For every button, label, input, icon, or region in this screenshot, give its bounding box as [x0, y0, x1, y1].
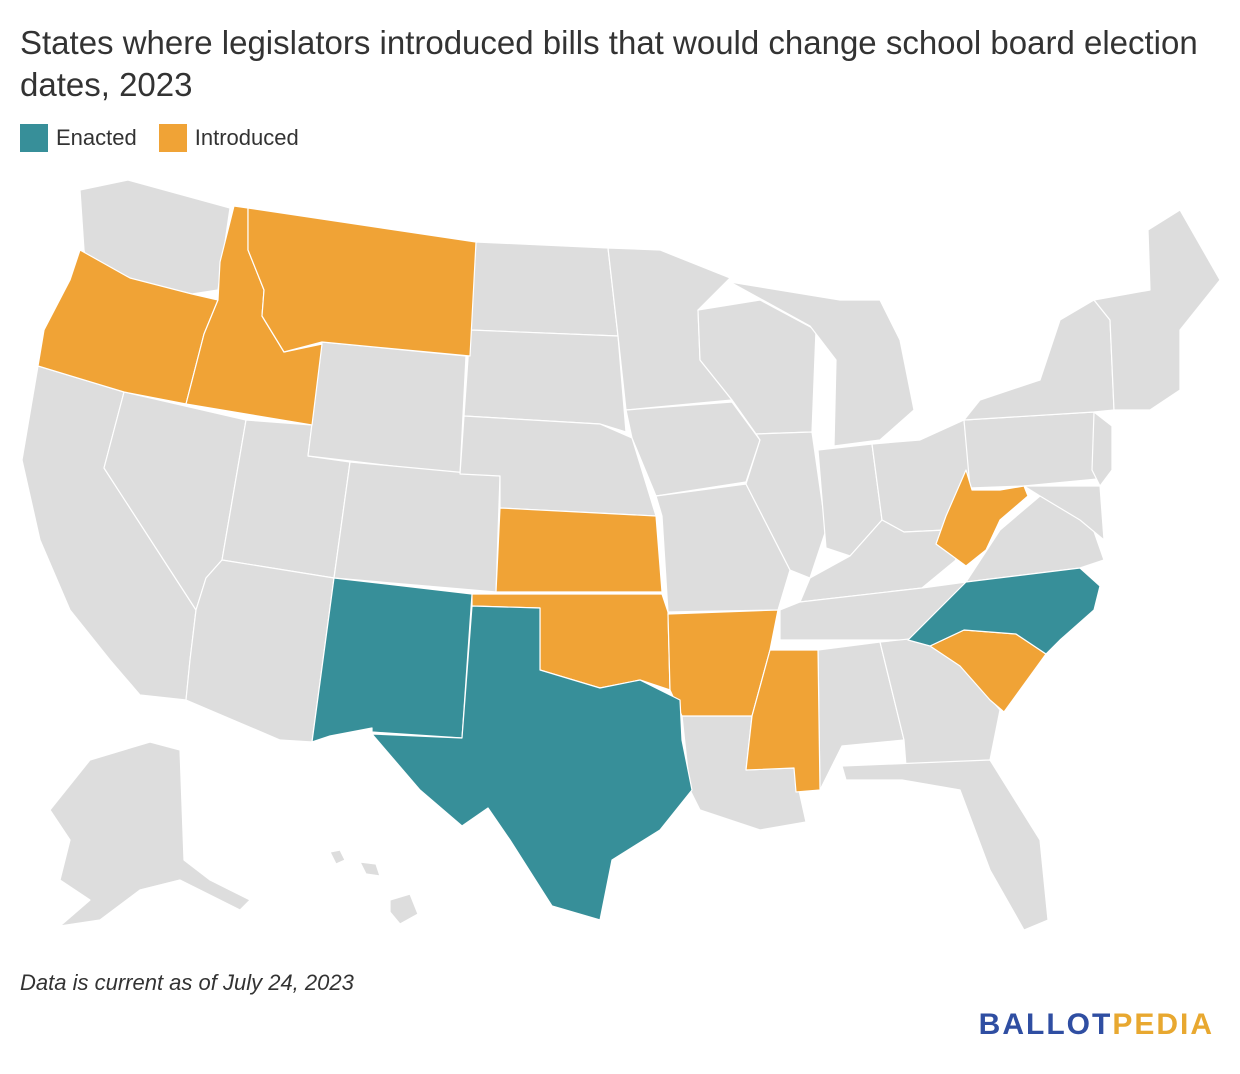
state-north-dakota	[469, 241, 619, 337]
state-kansas	[495, 507, 663, 593]
state-pennsylvania	[963, 411, 1109, 489]
ballotpedia-logo[interactable]: BALLOTPEDIA	[979, 1008, 1214, 1042]
state-mississippi	[745, 649, 821, 793]
state-alaska	[49, 741, 251, 927]
state-north-carolina	[907, 567, 1101, 655]
state-new-england	[1093, 209, 1221, 411]
state-montana	[247, 207, 477, 357]
state-michigan	[729, 281, 915, 447]
logo-part-pedia: PEDIA	[1112, 1008, 1214, 1041]
legend: Enacted Introduced	[20, 124, 299, 152]
legend-item-enacted: Enacted	[20, 124, 137, 152]
state-new-mexico	[311, 577, 473, 743]
state-wyoming	[307, 341, 467, 475]
legend-item-introduced: Introduced	[158, 124, 299, 152]
chart-title: States where legislators introduced bill…	[20, 24, 1198, 103]
legend-label-enacted: Enacted	[56, 125, 137, 150]
logo-part-ballot: BALLOT	[978, 1008, 1113, 1041]
state-florida	[841, 759, 1049, 931]
state-iowa	[625, 401, 761, 497]
legend-swatch-enacted	[20, 124, 48, 152]
state-illinois	[745, 431, 827, 579]
state-maryland-delaware	[1023, 485, 1105, 541]
footnote: Data is current as of July 24, 2023	[20, 970, 354, 995]
state-arizona	[185, 559, 335, 743]
state-south-dakota	[463, 329, 627, 433]
state-texas	[371, 605, 693, 921]
legend-label-introduced: Introduced	[194, 125, 299, 150]
state-hawaii	[329, 849, 419, 925]
state-new-york	[963, 299, 1115, 421]
state-west-virginia	[935, 469, 1029, 567]
us-map	[21, 179, 1221, 931]
state-colorado	[333, 461, 501, 593]
legend-swatch-introduced	[158, 124, 187, 152]
state-new-jersey	[1091, 411, 1113, 487]
